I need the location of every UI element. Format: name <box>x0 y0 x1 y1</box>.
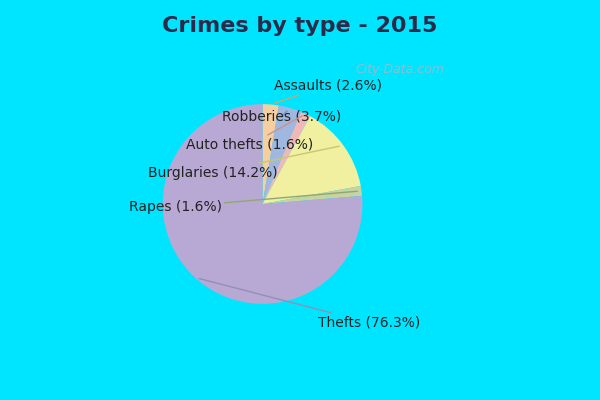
Text: Robberies (3.7%): Robberies (3.7%) <box>221 110 341 124</box>
Wedge shape <box>163 104 362 304</box>
Text: Crimes by type - 2015: Crimes by type - 2015 <box>163 16 437 36</box>
Wedge shape <box>263 116 361 204</box>
Text: Assaults (2.6%): Assaults (2.6%) <box>274 78 382 103</box>
Wedge shape <box>263 186 362 204</box>
Text: Auto thefts (1.6%): Auto thefts (1.6%) <box>187 116 314 152</box>
Wedge shape <box>263 106 301 204</box>
Text: Thefts (76.3%): Thefts (76.3%) <box>199 278 420 330</box>
Wedge shape <box>263 112 310 204</box>
Text: City-Data.com: City-Data.com <box>355 63 444 76</box>
Text: Rapes (1.6%): Rapes (1.6%) <box>128 191 358 214</box>
Wedge shape <box>263 104 279 204</box>
Text: Burglaries (14.2%): Burglaries (14.2%) <box>148 146 339 180</box>
